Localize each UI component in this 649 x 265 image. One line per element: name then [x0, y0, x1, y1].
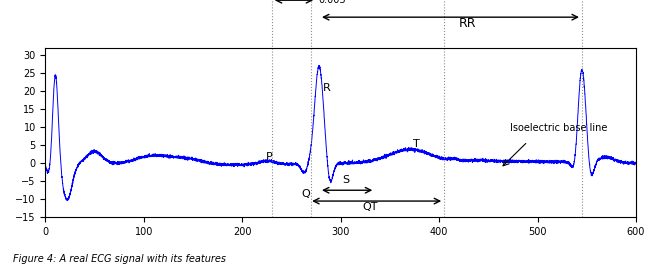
- Text: P: P: [266, 152, 273, 162]
- Text: QT: QT: [363, 202, 378, 212]
- Text: Isoelectric base line: Isoelectric base line: [510, 123, 607, 133]
- Text: RR: RR: [459, 17, 476, 30]
- Text: 0.005: 0.005: [318, 0, 346, 5]
- Text: Q: Q: [301, 189, 310, 200]
- Text: S: S: [342, 175, 349, 185]
- Text: Figure 4: A real ECG signal with its features: Figure 4: A real ECG signal with its fea…: [13, 254, 226, 264]
- Text: T: T: [413, 139, 419, 149]
- Text: R: R: [323, 83, 331, 93]
